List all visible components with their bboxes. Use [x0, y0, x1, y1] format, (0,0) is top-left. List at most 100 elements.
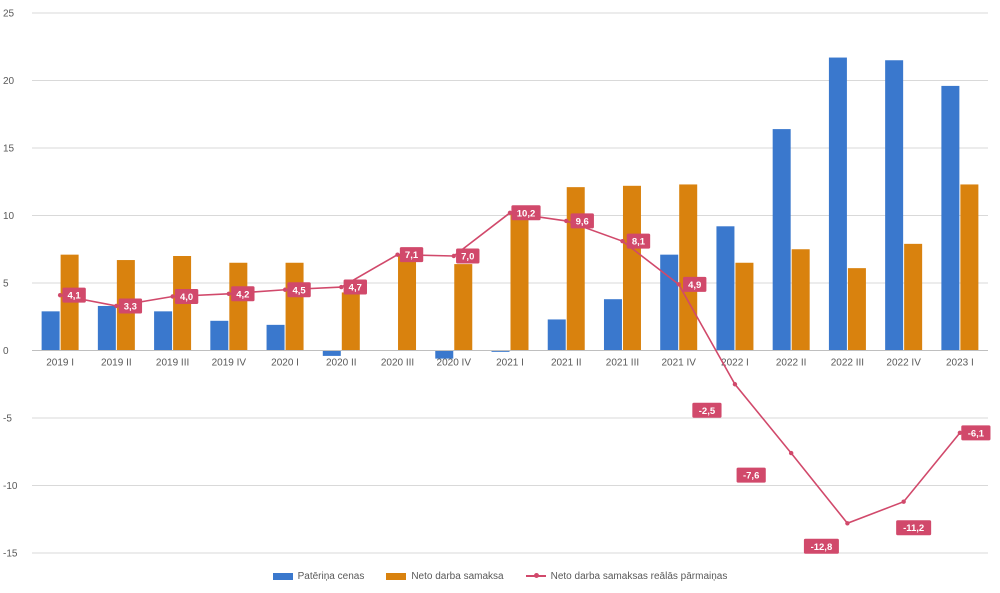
legend-swatch-consumer-prices: [272, 572, 293, 580]
data-label: 3,3: [118, 298, 143, 314]
legend-label-consumer-prices: Patēriņa cenas: [297, 570, 365, 582]
y-tick-label: -10: [3, 481, 18, 492]
data-label: 7,1: [399, 247, 424, 263]
data-label-box: [736, 467, 766, 483]
x-tick-label: 2021 I: [496, 358, 524, 369]
bar-consumer-prices: [716, 226, 735, 351]
legend-label-real-change: Neto darba samaksas reālās pārmaiņas: [550, 570, 728, 582]
data-labels: 4,1 3,3 4,0 4,2 4,5 4,7 7,1 7,0 10,2 9,6 8,1 4,9 -2,…: [62, 205, 991, 554]
data-label-text: -6,1: [968, 428, 985, 439]
line-point: [564, 218, 569, 224]
data-label-box: [961, 425, 991, 441]
x-tick-label: 2019 I: [46, 358, 74, 369]
x-tick-label: 2020 IV: [437, 358, 472, 369]
x-tick-label: 2022 II: [776, 358, 807, 369]
data-label-box: [570, 213, 594, 229]
data-label-box: [626, 233, 651, 249]
data-label-box: [692, 402, 722, 418]
data-label: 9,6: [570, 213, 594, 229]
data-label-text: 10,2: [517, 208, 536, 219]
line-point: [339, 284, 344, 290]
bar-net-wage: [847, 268, 866, 351]
data-label-box: [62, 287, 86, 303]
x-tick-label: 2019 II: [101, 358, 132, 369]
bar-consumer-prices: [154, 311, 173, 351]
data-label-box: [118, 298, 143, 314]
line-point: [732, 382, 738, 387]
bar-consumer-prices: [266, 324, 285, 351]
line-point: [901, 499, 906, 504]
data-label-text: 8,1: [632, 237, 646, 248]
data-label: 4,2: [231, 286, 255, 302]
y-tick-label: 25: [3, 9, 15, 20]
legend-item-real-change: Neto darba samaksas reālās pārmaiņas: [525, 570, 728, 582]
bar-net-wage: [341, 292, 360, 351]
data-label-text: -11,2: [903, 523, 924, 534]
legend-item-consumer-prices: Patēriņa cenas: [272, 570, 365, 582]
data-label-text: 9,6: [576, 216, 589, 227]
y-tick-label: 20: [3, 76, 15, 87]
data-label-text: 4,0: [180, 292, 193, 303]
data-label-text: 4,9: [688, 280, 701, 291]
data-label-text: -2,5: [699, 406, 716, 417]
data-label: 4,9: [683, 276, 707, 292]
line-point: [226, 291, 232, 296]
line-point: [170, 294, 175, 299]
legend-swatch-real-change: [525, 571, 546, 581]
data-label: 4,5: [287, 282, 311, 298]
line-point: [620, 238, 625, 244]
line-point: [788, 450, 794, 456]
data-label: -7,6: [736, 467, 766, 483]
bar-net-wage: [735, 262, 754, 351]
bar-consumer-prices: [547, 319, 566, 351]
data-label-box: [456, 248, 480, 264]
x-tick-label: 2020 III: [381, 358, 414, 369]
data-label-box: [803, 538, 839, 554]
data-label: -2,5: [692, 402, 722, 418]
x-tick-label: 2019 IV: [212, 358, 247, 369]
data-label-box: [399, 247, 424, 263]
line-point: [282, 287, 288, 292]
line-point: [451, 253, 456, 259]
y-tick-label: 5: [3, 279, 9, 290]
data-label-box: [683, 276, 707, 292]
data-label: 8,1: [626, 233, 651, 249]
line-point: [957, 430, 963, 436]
legend-swatch-net-wage: [386, 572, 407, 580]
x-tick-label: 2020 II: [326, 358, 357, 369]
x-tick-label: 2022 I: [721, 358, 749, 369]
data-label: 4,1: [62, 287, 86, 303]
grid-lines: [32, 12, 988, 554]
y-tick-label: 0: [3, 346, 9, 357]
bar-net-wage: [566, 187, 585, 351]
y-axis-ticks: -15 -10 -5 0 5 10 15 20 25: [3, 9, 18, 560]
bar-net-wage: [229, 262, 248, 351]
y-tick-label: 15: [3, 144, 15, 155]
line-point: [845, 521, 850, 526]
bar-net-wage: [622, 185, 641, 351]
data-label: -11,2: [896, 520, 932, 536]
data-label-text: 4,7: [349, 283, 362, 294]
line-point: [676, 282, 681, 287]
data-label: 4,7: [343, 279, 367, 295]
legend-label-net-wage: Neto darba samaksa: [411, 570, 504, 582]
line-point: [114, 303, 119, 309]
data-label-box: [511, 205, 541, 221]
x-tick-label: 2022 III: [831, 358, 864, 369]
line-point: [57, 292, 63, 298]
bar-net-wage: [398, 254, 417, 351]
bar-net-wage: [510, 211, 529, 351]
x-tick-label: 2021 IV: [661, 358, 696, 369]
bar-net-wage: [454, 264, 473, 351]
bar-consumer-prices: [885, 60, 904, 351]
data-label-box: [287, 282, 311, 298]
bar-consumer-prices: [210, 320, 229, 351]
bar-net-wage: [960, 184, 979, 351]
y-tick-label: -5: [3, 414, 12, 425]
data-label-text: 4,1: [68, 291, 82, 302]
legend-item-net-wage: Neto darba samaksa: [386, 570, 504, 582]
data-label: 4,0: [174, 289, 199, 304]
bar-net-wage: [904, 243, 923, 351]
bar-consumer-prices: [941, 85, 960, 351]
